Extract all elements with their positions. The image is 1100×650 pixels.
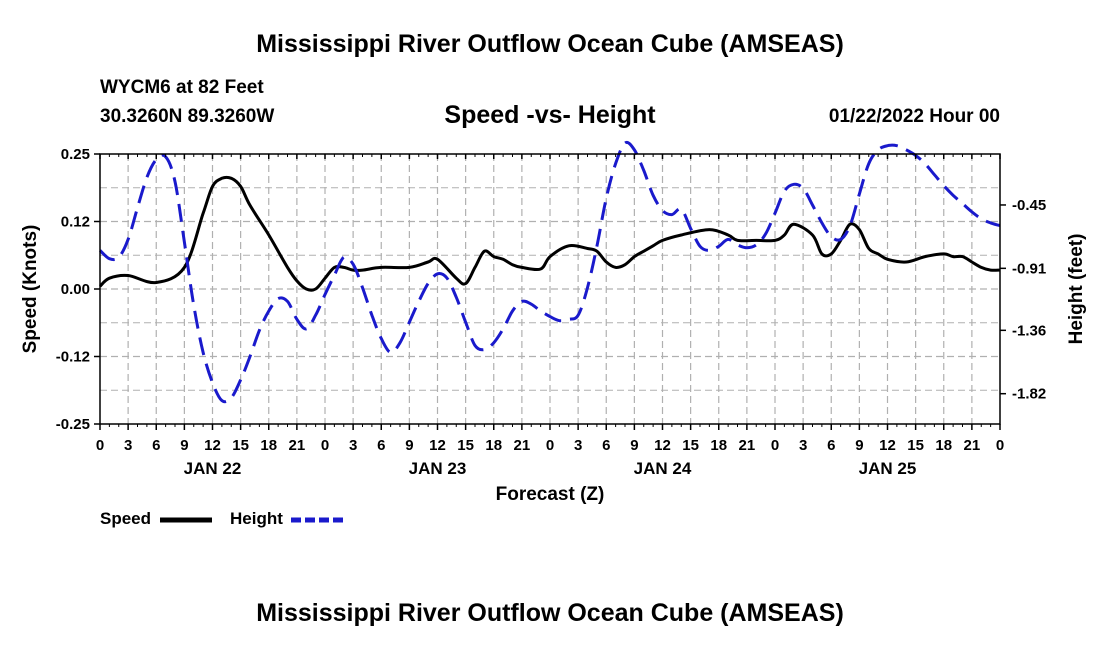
x-tick-label: 0 bbox=[546, 437, 554, 454]
x-tick-label: 12 bbox=[204, 437, 221, 454]
y-tick-label: 0.00 bbox=[61, 281, 90, 298]
x-tick-label: 3 bbox=[349, 437, 357, 454]
legend-height-label: Height bbox=[230, 509, 283, 528]
forecast-datetime: 01/22/2022 Hour 00 bbox=[828, 106, 1000, 127]
x-tick-label: 15 bbox=[682, 437, 699, 454]
y2-tick-label: -1.82 bbox=[1012, 386, 1046, 403]
x-tick-label: 12 bbox=[654, 437, 671, 454]
x-tick-label: 6 bbox=[152, 437, 160, 454]
x-tick-label: 0 bbox=[996, 437, 1004, 454]
station-label: WYCM6 at 82 Feet bbox=[100, 77, 264, 98]
grid-lines bbox=[100, 154, 1000, 424]
x-tick-label: 21 bbox=[964, 437, 981, 454]
axis-ticks bbox=[94, 153, 1006, 430]
x-tick-label: 9 bbox=[630, 437, 638, 454]
day-label: JAN 24 bbox=[634, 459, 692, 478]
x-tick-label: 0 bbox=[96, 437, 104, 454]
series-lines bbox=[98, 140, 1001, 404]
x-tick-label: 9 bbox=[180, 437, 188, 454]
x-tick-label: 15 bbox=[907, 437, 924, 454]
x-tick-label: 3 bbox=[124, 437, 132, 454]
y2-tick-label: -0.91 bbox=[1012, 260, 1046, 277]
y-tick-label: 0.25 bbox=[61, 146, 90, 163]
axis-labels: 0 3 6 9 12 15 18 21 0 3 6 9 12 15 18 21 0 3 6 9 12 15 18 21 0 3 6 9… bbox=[20, 146, 1087, 505]
coordinates-label: 30.3260N 89.3260W bbox=[100, 106, 275, 127]
page-title: Mississippi River Outflow Ocean Cube (AM… bbox=[256, 30, 844, 58]
x-tick-label: 12 bbox=[429, 437, 446, 454]
day-label: JAN 25 bbox=[859, 459, 917, 478]
footer-title: Mississippi River Outflow Ocean Cube (AM… bbox=[256, 599, 844, 627]
x-tick-label: 0 bbox=[771, 437, 779, 454]
y-tick-label: -0.25 bbox=[56, 416, 90, 433]
y-tick-label: -0.12 bbox=[56, 349, 90, 366]
x-tick-label: 6 bbox=[827, 437, 835, 454]
speed-series-line bbox=[98, 175, 1001, 292]
x-tick-label: 6 bbox=[602, 437, 610, 454]
x-tick-label: 21 bbox=[289, 437, 306, 454]
x-tick-label: 15 bbox=[457, 437, 474, 454]
x-tick-label: 0 bbox=[321, 437, 329, 454]
x-tick-label: 9 bbox=[405, 437, 413, 454]
y2-tick-label: -0.45 bbox=[1012, 197, 1046, 214]
x-tick-label: 18 bbox=[710, 437, 727, 454]
x-tick-label: 6 bbox=[377, 437, 385, 454]
chart-subtitle: Speed -vs- Height bbox=[444, 101, 656, 129]
x-tick-label: 9 bbox=[855, 437, 863, 454]
x-tick-label: 18 bbox=[485, 437, 502, 454]
x-tick-label: 18 bbox=[935, 437, 952, 454]
x-tick-label: 21 bbox=[514, 437, 531, 454]
x-axis-title: Forecast (Z) bbox=[496, 484, 605, 505]
y2-tick-label: -1.36 bbox=[1012, 322, 1046, 339]
legend-speed-label: Speed bbox=[100, 509, 152, 528]
x-tick-label: 18 bbox=[260, 437, 277, 454]
x-tick-label: 3 bbox=[799, 437, 807, 454]
x-tick-label: 15 bbox=[232, 437, 249, 454]
x-tick-label: 3 bbox=[574, 437, 582, 454]
height-series-line bbox=[98, 140, 1001, 404]
x-tick-label: 12 bbox=[879, 437, 896, 454]
x-tick-label: 21 bbox=[739, 437, 756, 454]
day-label: JAN 22 bbox=[184, 459, 242, 478]
y-tick-label: 0.12 bbox=[61, 214, 90, 231]
y-axis-title: Speed (Knots) bbox=[20, 225, 41, 354]
day-label: JAN 23 bbox=[409, 459, 467, 478]
y2-axis-title: Height (feet) bbox=[1066, 234, 1087, 345]
